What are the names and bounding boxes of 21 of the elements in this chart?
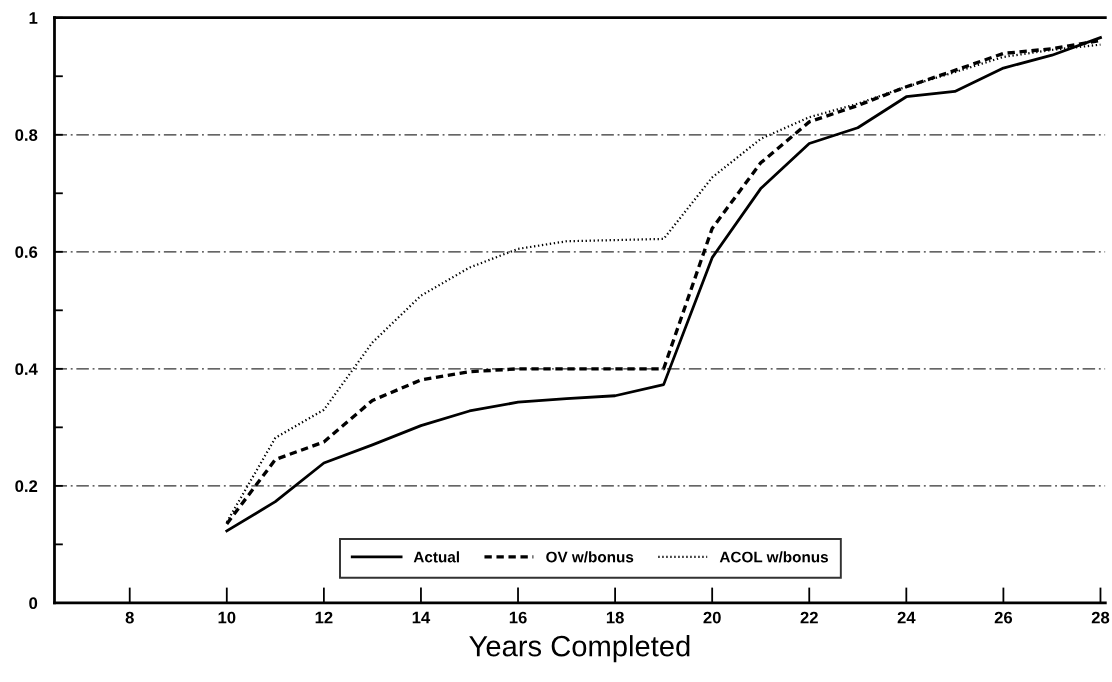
y-tick-label: 0.8: [15, 129, 38, 141]
x-tick-label: 20: [703, 611, 721, 624]
x-tick-label: 8: [125, 611, 134, 624]
x-axis-title: Years Completed: [469, 635, 690, 663]
x-tick-label: 10: [218, 611, 236, 624]
x-tick-label: 14: [412, 611, 431, 624]
x-tick-label: 18: [606, 611, 624, 624]
x-tick-label: 26: [994, 611, 1013, 624]
y-tick-label: 0: [29, 597, 38, 610]
x-tick-label: 22: [800, 611, 818, 624]
x-tick-label: 12: [315, 611, 333, 624]
legend-label: Actual: [413, 551, 459, 563]
legend-label: ACOL w/bonus: [719, 551, 828, 563]
x-tick-label: 16: [509, 611, 527, 624]
x-tick-label: 24: [897, 611, 916, 624]
y-tick-label: 0.6: [15, 246, 38, 258]
x-tick-label: 28: [1091, 611, 1110, 624]
y-tick-label: 0.4: [15, 363, 38, 376]
y-tick-label: 1: [29, 12, 38, 24]
y-tick-label: 0.2: [15, 480, 38, 493]
legend-label: OV w/bonus: [546, 551, 634, 563]
